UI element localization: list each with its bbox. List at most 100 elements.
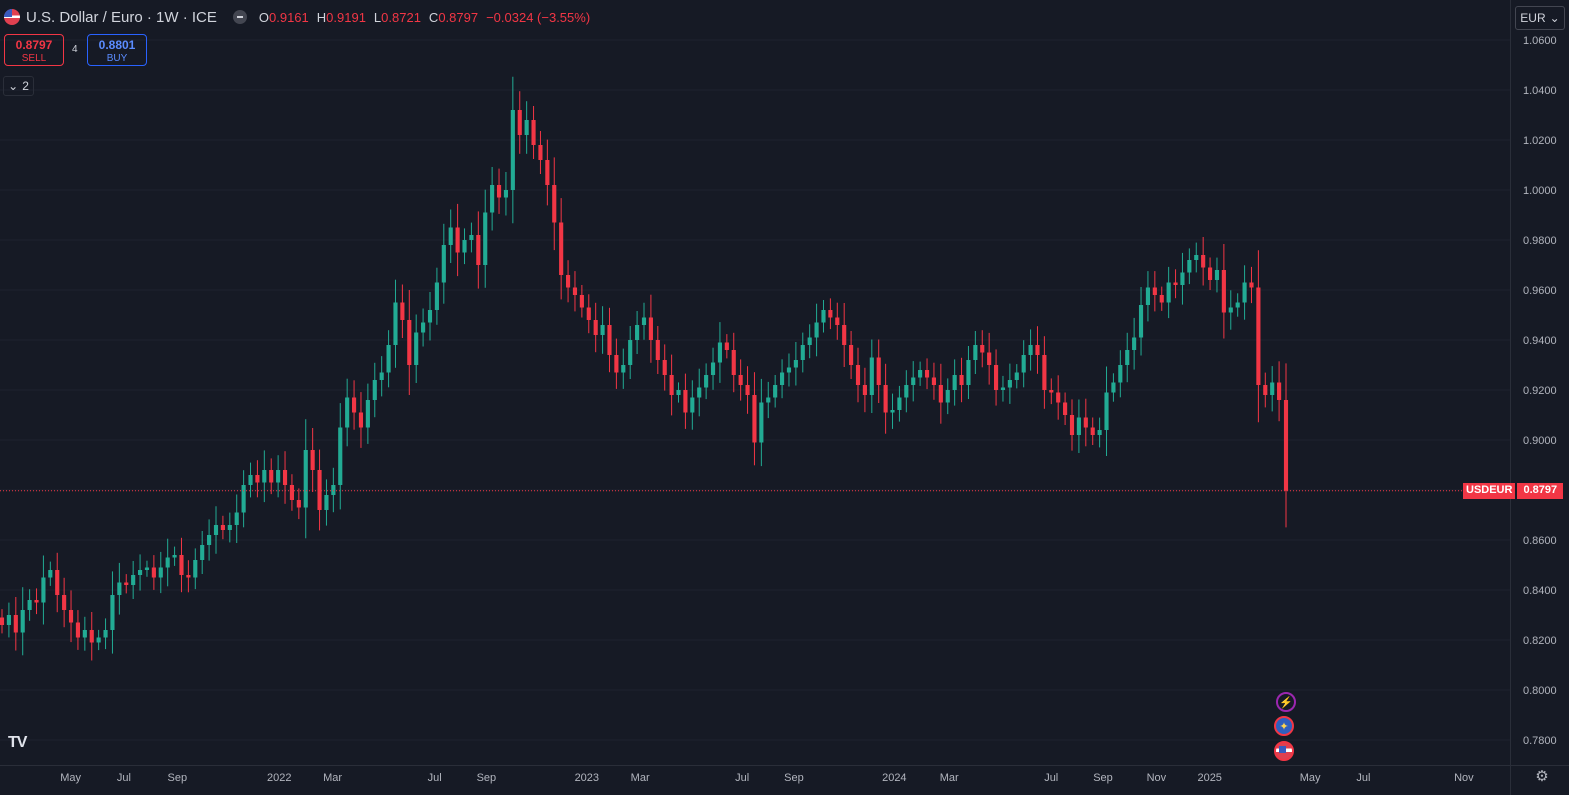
candle-body <box>966 360 971 385</box>
candle-body <box>393 302 398 345</box>
ohlc-open: O0.9161 <box>258 9 309 25</box>
candle-body <box>683 390 688 413</box>
candle-body <box>27 600 32 610</box>
minus-icon[interactable] <box>232 10 247 24</box>
candle-body <box>531 120 536 145</box>
ohlc-values: O0.9161 H0.9191 L0.8721 C0.8797 −0.0324 … <box>259 10 590 25</box>
candle-body <box>324 495 329 510</box>
candle-body <box>1138 305 1144 338</box>
candle-body <box>1277 382 1282 400</box>
y-tick-label: 0.7800 <box>1523 735 1557 747</box>
x-tick-label: Jul <box>1356 772 1370 784</box>
candle-body <box>503 190 509 198</box>
candle-body <box>441 245 446 283</box>
candle-body <box>635 325 640 340</box>
candle-body <box>186 575 191 578</box>
candle-body <box>807 337 812 345</box>
candle-body <box>1056 392 1061 403</box>
candle-body <box>1173 282 1178 285</box>
candle-body <box>469 235 474 240</box>
candle-body <box>1104 392 1109 430</box>
candle-body <box>421 322 426 333</box>
candle-body <box>110 595 115 630</box>
x-tick-label: Sep <box>1093 772 1113 784</box>
candle-body <box>351 397 357 413</box>
candle-body <box>759 402 764 443</box>
us-flag-event-icon[interactable] <box>1274 741 1294 761</box>
candle-body <box>648 317 653 340</box>
candle-body <box>1228 307 1233 313</box>
candle-body <box>600 325 605 335</box>
candle-body <box>34 600 39 603</box>
last-price-tag: USDEUR 0.8797 <box>1463 482 1564 499</box>
tradingview-logo-icon[interactable]: TV <box>8 734 27 751</box>
y-tick-label: 0.8200 <box>1523 635 1557 647</box>
candle-body <box>496 185 502 198</box>
candle-body <box>662 360 667 375</box>
candle-body <box>55 570 60 595</box>
x-tick-label: Jul <box>735 772 749 784</box>
candle-body <box>828 310 833 318</box>
candle-body <box>96 637 101 643</box>
candle-body <box>862 385 867 395</box>
candle-body <box>842 325 847 345</box>
sell-button[interactable]: 0.8797 SELL <box>4 34 64 66</box>
candle-body <box>1035 345 1040 355</box>
candle-body <box>1201 255 1206 268</box>
candle-body <box>1118 365 1123 383</box>
candle-body <box>1076 417 1081 435</box>
x-tick-label: 2024 <box>882 772 906 784</box>
candle-body <box>621 365 626 373</box>
sell-label: SELL <box>21 53 47 64</box>
indicators-toggle-button[interactable]: ⌄ 2 <box>3 76 34 96</box>
candle-body <box>262 470 267 483</box>
candle-body <box>462 240 467 253</box>
candle-body <box>911 377 916 385</box>
y-tick-label: 0.9000 <box>1523 435 1557 447</box>
x-tick-label: 2023 <box>575 772 599 784</box>
x-tick-label: Mar <box>940 772 959 784</box>
candle-body <box>876 357 881 385</box>
y-tick-label: 0.9400 <box>1523 335 1557 347</box>
ohlc-high: H0.9191 <box>316 9 366 25</box>
candle-body <box>1090 427 1095 435</box>
flash-event-icon[interactable]: ⚡ <box>1276 692 1296 712</box>
y-tick-label: 0.8000 <box>1523 685 1557 697</box>
candle-body <box>738 375 743 385</box>
candle-body <box>269 470 274 483</box>
candle-body <box>1214 270 1220 280</box>
candle-body <box>821 310 826 323</box>
candle-body <box>1063 402 1068 415</box>
grid-layer <box>0 39 1510 741</box>
candle-body <box>1097 430 1102 435</box>
candle-body <box>276 470 281 483</box>
candle-body <box>628 340 633 365</box>
candle-body <box>510 110 515 190</box>
candle-body <box>1000 387 1006 390</box>
x-tick-label: Jul <box>1044 772 1058 784</box>
candle-body <box>20 610 25 633</box>
candle-body <box>427 310 433 323</box>
candles <box>0 76 1289 661</box>
currency-select[interactable]: EUR ⌄ <box>1515 6 1565 30</box>
eu-flag-event-icon[interactable]: ✦ <box>1274 716 1294 736</box>
candle-body <box>959 375 964 385</box>
symbol-title[interactable]: U.S. Dollar / Euro · 1W · ICE <box>26 8 217 26</box>
candle-body <box>1180 272 1185 285</box>
candle-body <box>710 362 716 375</box>
candle-body <box>82 630 87 638</box>
candle-body <box>179 555 184 575</box>
candle-body <box>338 427 343 485</box>
candle-body <box>386 345 391 373</box>
candle-body <box>1042 355 1047 390</box>
candle-body <box>1207 267 1213 280</box>
candle-body <box>400 302 405 320</box>
y-tick-label: 1.0200 <box>1523 135 1557 147</box>
candle-body <box>1166 282 1171 303</box>
candle-body <box>973 345 978 360</box>
candle-body <box>904 385 909 398</box>
settings-gear-icon[interactable]: ⚙ <box>1535 768 1549 785</box>
buy-button[interactable]: 0.8801 BUY <box>87 34 147 66</box>
candle-body <box>717 342 723 363</box>
